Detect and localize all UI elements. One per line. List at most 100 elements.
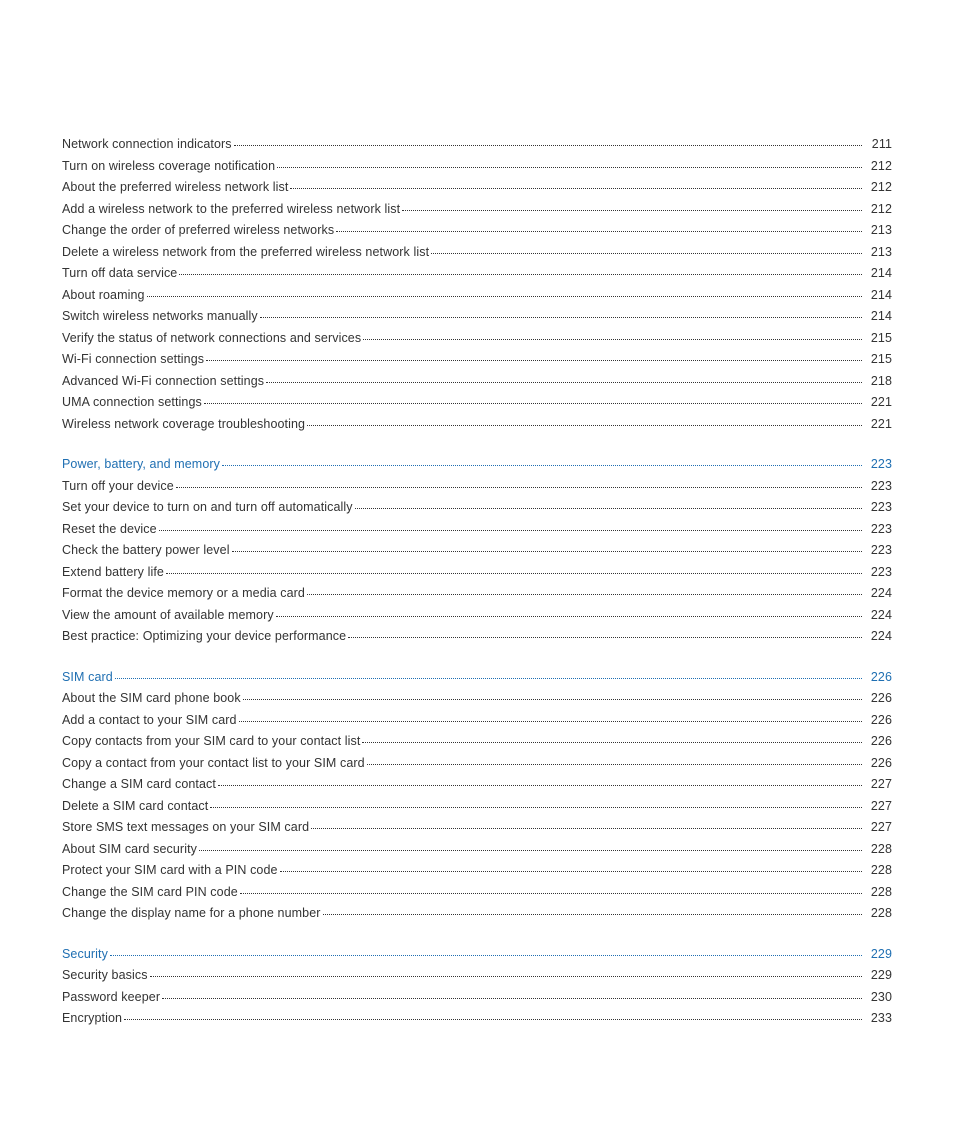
toc-group: Network connection indicators211 Turn on … [62, 138, 892, 430]
toc-entry-row[interactable]: Check the battery power level223 [62, 544, 892, 557]
toc-entry-page: 226 [864, 671, 892, 684]
toc-entry-page: 213 [864, 246, 892, 259]
toc-entry-page: 223 [864, 501, 892, 514]
toc-entry-row[interactable]: Turn off your device223 [62, 480, 892, 493]
toc-entry-row[interactable]: Add a wireless network to the preferred … [62, 203, 892, 216]
toc-entry-page: 224 [864, 609, 892, 622]
toc-leader [362, 742, 862, 743]
toc-entry-row[interactable]: Extend battery life223 [62, 566, 892, 579]
toc-leader [348, 637, 862, 638]
toc-entry-row[interactable]: Advanced Wi-Fi connection settings218 [62, 375, 892, 388]
toc-leader [239, 721, 862, 722]
toc-entry-row[interactable]: Set your device to turn on and turn off … [62, 501, 892, 514]
toc-entry-row[interactable]: UMA connection settings221 [62, 396, 892, 409]
toc-leader [402, 210, 862, 211]
toc-entry-page: 212 [864, 181, 892, 194]
toc-leader [206, 360, 862, 361]
toc-entry-row[interactable]: Wi-Fi connection settings 215 [62, 353, 892, 366]
toc-entry-row[interactable]: Delete a wireless network from the prefe… [62, 246, 892, 259]
toc-entry-row[interactable]: View the amount of available memory224 [62, 609, 892, 622]
toc-entry-row[interactable]: Format the device memory or a media card… [62, 587, 892, 600]
toc-entry-row[interactable]: Change the display name for a phone numb… [62, 907, 892, 920]
toc-leader [210, 807, 862, 808]
toc-entry-title: Format the device memory or a media card [62, 587, 305, 600]
toc-entry-row[interactable]: Protect your SIM card with a PIN code228 [62, 864, 892, 877]
toc-entry-page: 211 [864, 138, 892, 151]
toc-leader [363, 339, 862, 340]
toc-entry-title: UMA connection settings [62, 396, 202, 409]
toc-entry-row[interactable]: Delete a SIM card contact227 [62, 800, 892, 813]
toc-entry-row[interactable]: Add a contact to your SIM card226 [62, 714, 892, 727]
toc-leader [204, 403, 862, 404]
toc-entry-row[interactable]: Reset the device223 [62, 523, 892, 536]
toc-entry-row[interactable]: Change a SIM card contact227 [62, 778, 892, 791]
toc-leader [232, 551, 862, 552]
toc-entry-title: Check the battery power level [62, 544, 230, 557]
toc-entry-row[interactable]: Copy a contact from your contact list to… [62, 757, 892, 770]
toc-leader [218, 785, 862, 786]
toc-entry-title: About roaming [62, 289, 145, 302]
toc-leader [431, 253, 862, 254]
toc-entry-row[interactable]: Turn on wireless coverage notification 21… [62, 160, 892, 173]
toc-entry-title: Change the order of preferred wireless n… [62, 224, 334, 237]
toc-entry-title: SIM card [62, 671, 113, 684]
toc-leader [243, 699, 862, 700]
toc-entry-row[interactable]: About the SIM card phone book226 [62, 692, 892, 705]
toc-entry-page: 229 [864, 948, 892, 961]
toc-entry-page: 212 [864, 160, 892, 173]
toc-entry-row[interactable]: Best practice: Optimizing your device pe… [62, 630, 892, 643]
toc-entry-row[interactable]: About SIM card security228 [62, 843, 892, 856]
toc-leader [290, 188, 862, 189]
toc-entry-row[interactable]: Network connection indicators211 [62, 138, 892, 151]
toc-entry-row[interactable]: Password keeper230 [62, 991, 892, 1004]
toc-entry-page: 229 [864, 969, 892, 982]
toc-entry-page: 214 [864, 310, 892, 323]
toc-entry-title: Wi-Fi connection settings [62, 353, 204, 366]
toc-entry-row[interactable]: Turn off data service214 [62, 267, 892, 280]
toc-entry-page: 215 [864, 332, 892, 345]
toc-entry-row[interactable]: Switch wireless networks manually 214 [62, 310, 892, 323]
toc-entry-page: 226 [864, 735, 892, 748]
toc-entry-title: About the preferred wireless network lis… [62, 181, 288, 194]
toc-entry-page: 223 [864, 480, 892, 493]
toc-entry-title: Store SMS text messages on your SIM card [62, 821, 309, 834]
toc-section-row[interactable]: Power, battery, and memory223 [62, 458, 892, 471]
toc-entry-title: Switch wireless networks manually [62, 310, 258, 323]
toc-entry-row[interactable]: Security basics229 [62, 969, 892, 982]
toc-entry-row[interactable]: Change the order of preferred wireless n… [62, 224, 892, 237]
toc-entry-title: Set your device to turn on and turn off … [62, 501, 353, 514]
toc-entry-row[interactable]: Encryption233 [62, 1012, 892, 1025]
toc-entry-page: 215 [864, 353, 892, 366]
toc-section-row[interactable]: SIM card 226 [62, 671, 892, 684]
toc-entry-title: Advanced Wi-Fi connection settings [62, 375, 264, 388]
toc-entry-row[interactable]: Copy contacts from your SIM card to your… [62, 735, 892, 748]
toc-entry-row[interactable]: Store SMS text messages on your SIM card… [62, 821, 892, 834]
toc-entry-title: Add a wireless network to the preferred … [62, 203, 400, 216]
toc-entry-row[interactable]: Wireless network coverage troubleshootin… [62, 418, 892, 431]
toc-entry-page: 213 [864, 224, 892, 237]
toc-leader [276, 616, 862, 617]
toc-entry-page: 214 [864, 267, 892, 280]
toc-entry-title: Change the SIM card PIN code [62, 886, 238, 899]
toc-entry-title: Copy a contact from your contact list to… [62, 757, 365, 770]
toc-entry-title: Delete a wireless network from the prefe… [62, 246, 429, 259]
toc-leader [124, 1019, 862, 1020]
toc-leader [323, 914, 862, 915]
toc-entry-title: Turn on wireless coverage notification [62, 160, 275, 173]
toc-entry-page: 226 [864, 757, 892, 770]
toc-page: Network connection indicators211 Turn on … [0, 0, 954, 1145]
toc-leader [280, 871, 862, 872]
toc-entry-title: Extend battery life [62, 566, 164, 579]
toc-leader [176, 487, 862, 488]
toc-entry-row[interactable]: About roaming214 [62, 289, 892, 302]
toc-section-row[interactable]: Security229 [62, 948, 892, 961]
toc-entry-page: 230 [864, 991, 892, 1004]
toc-leader [166, 573, 862, 574]
toc-leader [307, 594, 862, 595]
toc-group: SIM card 226 About the SIM card phone book… [62, 671, 892, 920]
toc-entry-row[interactable]: About the preferred wireless network lis… [62, 181, 892, 194]
toc-leader [110, 955, 862, 956]
toc-entry-row[interactable]: Change the SIM card PIN code228 [62, 886, 892, 899]
toc-entry-page: 223 [864, 523, 892, 536]
toc-entry-row[interactable]: Verify the status of network connections… [62, 332, 892, 345]
